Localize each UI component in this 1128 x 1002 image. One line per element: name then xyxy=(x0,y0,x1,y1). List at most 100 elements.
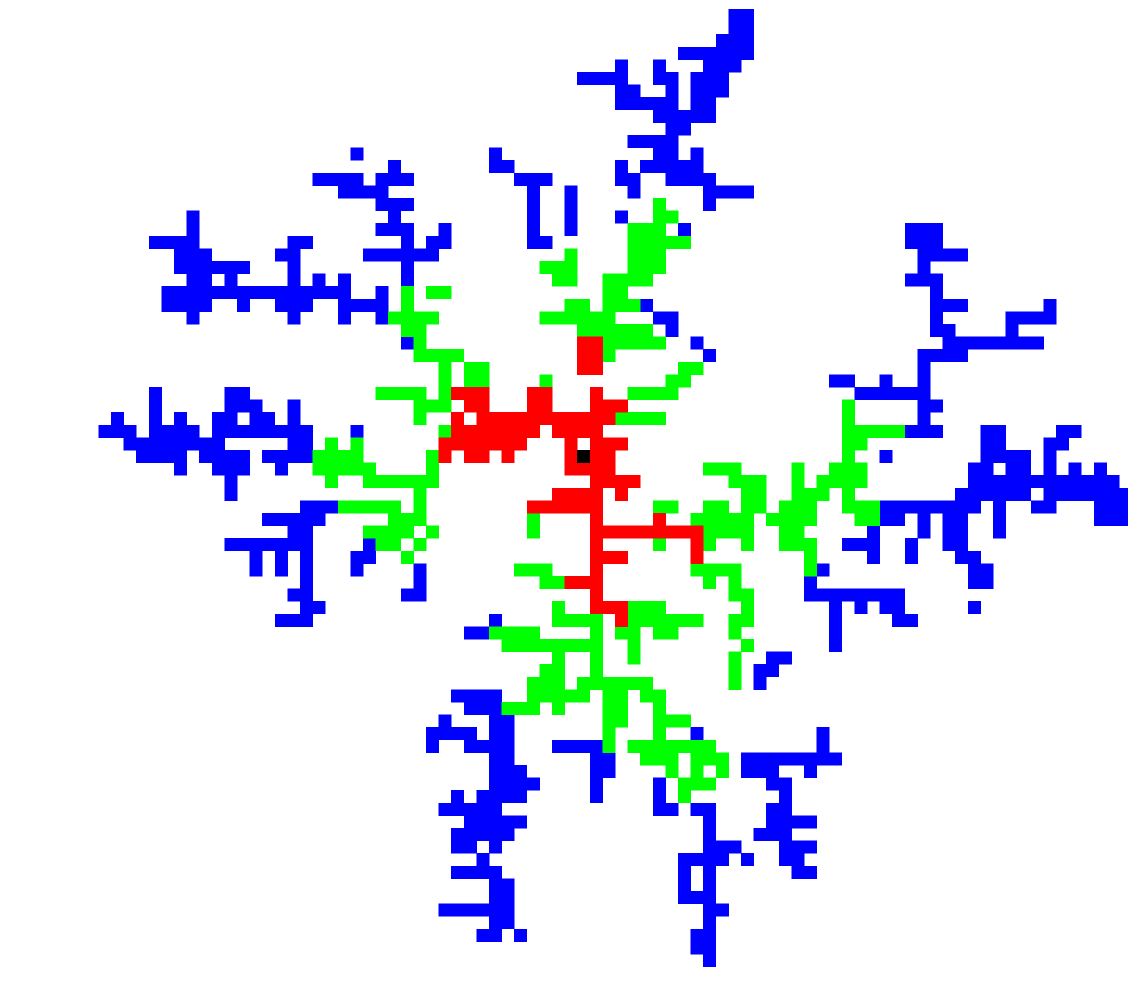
middle-cell xyxy=(539,374,553,388)
inner-cell xyxy=(690,550,704,564)
outer-cell xyxy=(678,865,691,879)
outer-cell xyxy=(993,424,1006,438)
outer-cell xyxy=(476,626,490,640)
middle-cell xyxy=(539,664,553,678)
inner-cell xyxy=(589,525,603,539)
middle-cell xyxy=(615,412,628,426)
outer-cell xyxy=(867,525,880,539)
outer-cell xyxy=(791,840,805,854)
outer-cell xyxy=(413,248,427,262)
middle-cell xyxy=(577,311,591,325)
outer-cell xyxy=(451,840,465,854)
outer-cell xyxy=(778,815,792,829)
outer-cell xyxy=(463,739,477,753)
inner-cell xyxy=(564,462,578,476)
outer-cell xyxy=(174,437,187,451)
inner-cell xyxy=(577,336,591,350)
outer-cell xyxy=(967,576,981,589)
inner-cell xyxy=(564,576,578,589)
outer-cell xyxy=(766,765,780,778)
middle-cell xyxy=(552,639,565,652)
outer-cell xyxy=(753,828,767,841)
middle-cell xyxy=(615,714,628,728)
outer-cell xyxy=(791,865,805,879)
middle-cell xyxy=(728,676,742,690)
outer-cell xyxy=(489,828,502,841)
outer-cell xyxy=(879,387,893,400)
outer-cell xyxy=(237,387,250,400)
inner-cell xyxy=(589,563,603,577)
middle-cell xyxy=(640,324,654,337)
outer-cell xyxy=(1119,487,1128,501)
middle-cell xyxy=(526,689,540,703)
outer-cell xyxy=(174,424,187,438)
middle-cell xyxy=(375,387,389,400)
middle-cell xyxy=(741,601,754,615)
inner-cell xyxy=(602,412,616,426)
middle-cell xyxy=(854,424,868,438)
outer-cell xyxy=(501,777,515,791)
outer-cell xyxy=(917,387,931,400)
outer-cell xyxy=(501,727,515,741)
outer-cell xyxy=(186,298,200,312)
outer-cell xyxy=(413,588,427,602)
middle-cell xyxy=(426,349,439,363)
outer-cell xyxy=(476,815,490,829)
middle-cell xyxy=(363,525,376,539)
outer-cell xyxy=(955,298,969,312)
outer-cell xyxy=(224,462,238,476)
outer-cell xyxy=(388,248,402,262)
outer-cell xyxy=(1081,487,1095,501)
middle-cell xyxy=(539,261,553,274)
outer-cell xyxy=(476,865,490,879)
outer-cell xyxy=(375,172,389,186)
inner-cell xyxy=(451,387,465,400)
inner-cell xyxy=(564,424,578,438)
outer-cell xyxy=(463,702,477,715)
middle-cell xyxy=(539,639,553,652)
outer-cell xyxy=(199,450,213,463)
outer-cell xyxy=(652,109,666,123)
middle-cell xyxy=(854,437,868,451)
outer-cell xyxy=(967,462,981,476)
outer-cell xyxy=(942,298,956,312)
outer-cell xyxy=(388,198,402,211)
outer-cell xyxy=(300,437,313,451)
outer-cell xyxy=(274,513,288,526)
seed-cells xyxy=(577,450,591,463)
middle-cell xyxy=(879,424,893,438)
outer-cell xyxy=(300,588,313,602)
middle-cell xyxy=(413,500,427,514)
outer-cell xyxy=(728,840,742,854)
outer-cell xyxy=(753,664,767,678)
outer-cell xyxy=(703,878,717,892)
outer-cell xyxy=(501,828,515,841)
outer-cell xyxy=(1030,311,1044,325)
outer-cell xyxy=(350,298,364,312)
outer-cell xyxy=(930,286,943,300)
outer-cell xyxy=(753,752,767,766)
outer-cell xyxy=(564,739,578,753)
outer-cell xyxy=(237,261,250,274)
outer-cell xyxy=(1030,500,1044,514)
outer-cell xyxy=(199,286,213,300)
inner-cell xyxy=(514,437,528,451)
middle-cell xyxy=(426,475,439,489)
inner-cell xyxy=(451,412,465,426)
outer-cell xyxy=(262,412,276,426)
middle-cell xyxy=(400,298,414,312)
outer-cell xyxy=(211,412,225,426)
middle-cell xyxy=(741,525,754,539)
outer-cell xyxy=(1043,450,1057,463)
middle-cell xyxy=(400,324,414,337)
middle-cell xyxy=(627,273,641,287)
outer-cell xyxy=(501,714,515,728)
outer-cell xyxy=(766,802,780,816)
middle-cell xyxy=(539,563,553,577)
outer-cell xyxy=(841,538,855,552)
inner-cell xyxy=(463,437,477,451)
middle-cell xyxy=(451,349,465,363)
outer-cell xyxy=(703,865,717,879)
outer-cell xyxy=(287,525,301,539)
middle-cell xyxy=(438,286,452,300)
